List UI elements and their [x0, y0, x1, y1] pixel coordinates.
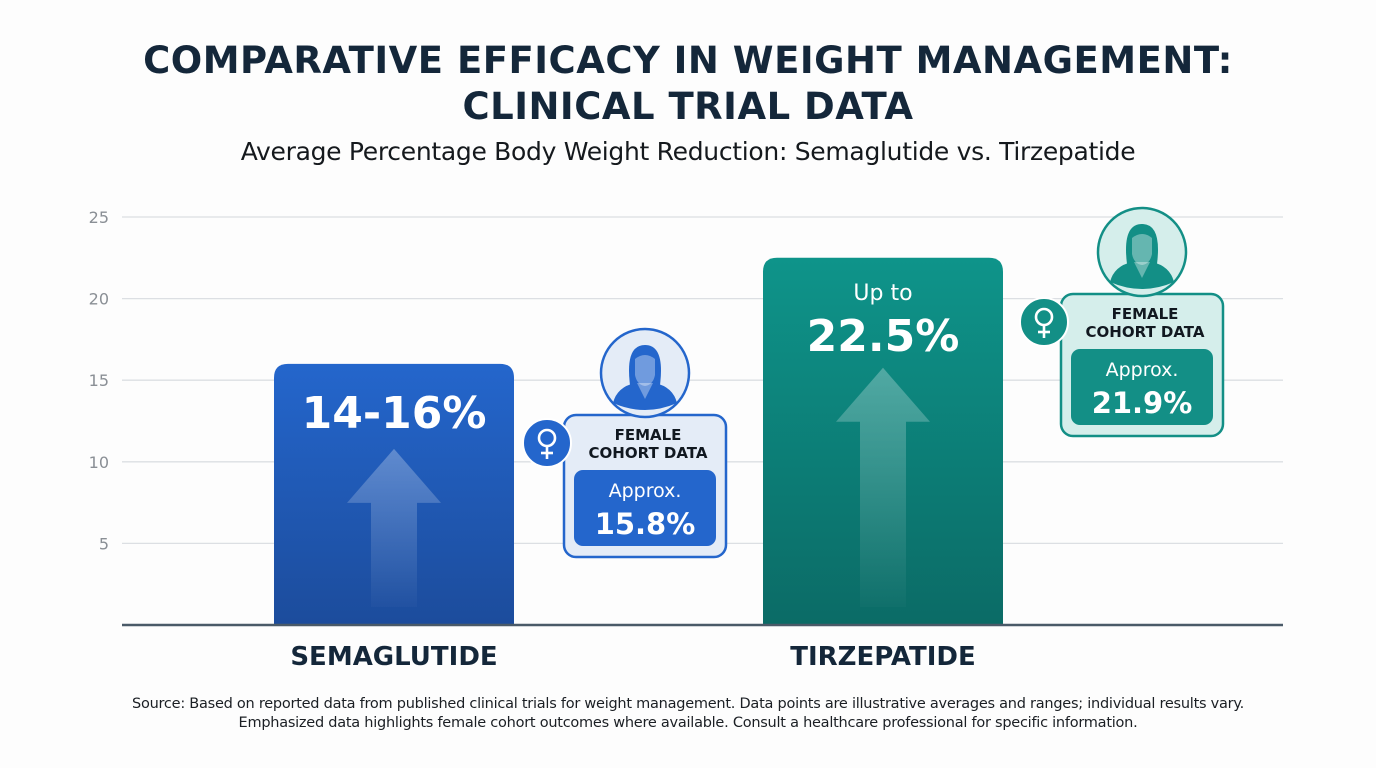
- y-tick-label: 15: [89, 371, 109, 390]
- chart-subtitle: Average Percentage Body Weight Reduction…: [240, 137, 1136, 166]
- y-tick-label: 20: [89, 290, 109, 309]
- up-arrow-icon: [836, 367, 930, 607]
- female-avatar-icon: [599, 327, 691, 419]
- callout-title-line-1: FEMALE: [1112, 305, 1179, 323]
- bar-label-prefix: Up to: [853, 281, 912, 306]
- avatar-neck: [637, 383, 653, 399]
- callout-title-line-2: COHORT DATA: [589, 444, 708, 462]
- callout-title-line-2: COHORT DATA: [1086, 323, 1205, 341]
- up-arrow-icon: [347, 448, 441, 607]
- source-note-line-1: Source: Based on reported data from publ…: [132, 696, 1244, 712]
- callout-approx-label: Approx.: [609, 480, 682, 502]
- callout-value: 21.9%: [1092, 386, 1193, 420]
- female-symbol-icon: [1019, 297, 1069, 347]
- chart-title-line-1: COMPARATIVE EFFICACY IN WEIGHT MANAGEMEN…: [143, 39, 1233, 82]
- callout-value-box: [1071, 349, 1213, 425]
- avatar-face: [635, 355, 655, 386]
- x-axis-label: TIRZEPATIDE: [790, 642, 976, 672]
- y-tick-label: 25: [89, 208, 109, 227]
- callout-title-line-1: FEMALE: [615, 426, 682, 444]
- source-note-line-2: Emphasized data highlights female cohort…: [238, 715, 1138, 731]
- female-avatar-icon: [1096, 206, 1188, 298]
- avatar-neck: [1134, 262, 1150, 278]
- avatar-hair: [1126, 224, 1158, 264]
- female-symbol-icon: [522, 418, 572, 468]
- bar-value-label: 14-16%: [302, 388, 487, 439]
- symbol-circle: [522, 418, 572, 468]
- avatar-hair: [629, 345, 661, 385]
- avatar-shoulders: [1110, 262, 1174, 289]
- x-axis-label: SEMAGLUTIDE: [290, 642, 497, 672]
- y-tick-label: 5: [99, 534, 109, 553]
- y-tick-label: 10: [89, 453, 109, 472]
- bar-value-label: 22.5%: [807, 311, 960, 362]
- callout-value: 15.8%: [595, 507, 696, 541]
- callout-value-box: [574, 470, 716, 546]
- symbol-circle: [1019, 297, 1069, 347]
- chart-title-line-2: CLINICAL TRIAL DATA: [462, 85, 914, 128]
- avatar-face: [1132, 234, 1152, 265]
- callout-approx-label: Approx.: [1106, 359, 1179, 381]
- avatar-shoulders: [613, 383, 677, 410]
